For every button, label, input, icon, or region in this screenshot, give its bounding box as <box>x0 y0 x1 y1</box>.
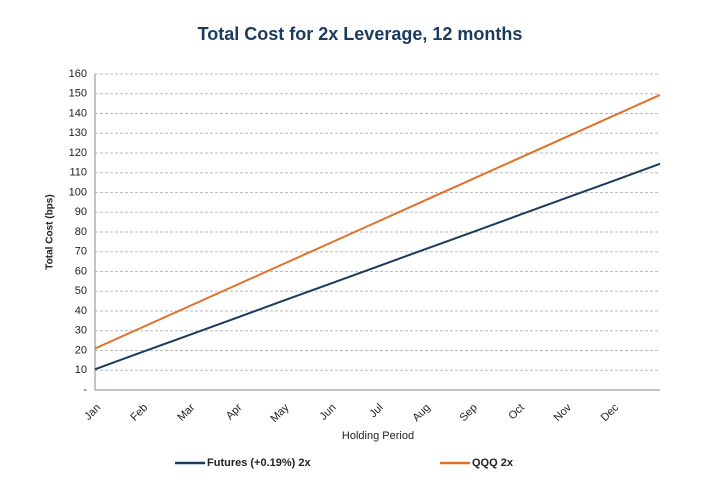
data-line <box>94 162 661 371</box>
x-tick-label: Jan <box>82 402 103 423</box>
y-tick-label: 60 <box>75 265 87 277</box>
x-tick-label: Sep <box>458 402 480 424</box>
x-tick-label: Feb <box>128 402 150 424</box>
x-tick-label: Jul <box>367 402 385 420</box>
y-tick-label: 70 <box>75 246 87 258</box>
y-tick-label: 120 <box>69 147 87 159</box>
y-axis-title: Total Cost (bps) <box>45 194 56 269</box>
y-tick-label: 160 <box>69 68 87 80</box>
chart-title: Total Cost for 2x Leverage, 12 months <box>198 24 523 44</box>
y-tick-label: - <box>83 384 87 396</box>
legend-label: Futures (+0.19%) 2x <box>207 457 312 469</box>
y-tick-label: 30 <box>75 325 87 337</box>
y-tick-label: 140 <box>69 107 87 119</box>
x-tick-label: Jun <box>318 402 339 423</box>
x-tick-label: Aug <box>410 402 432 424</box>
x-tick-label: Apr <box>224 401 245 422</box>
y-tick-label: 40 <box>75 305 87 317</box>
x-tick-label: May <box>268 401 292 425</box>
y-tick-label: 90 <box>75 206 87 218</box>
y-tick-label: 150 <box>69 88 87 100</box>
x-tick-label: Dec <box>599 401 622 424</box>
y-tick-label: 100 <box>69 186 87 198</box>
y-tick-label: 130 <box>69 127 87 139</box>
y-tick-label: 20 <box>75 344 87 356</box>
y-tick-label: 50 <box>75 285 87 297</box>
y-tick-label: 10 <box>75 364 87 376</box>
legend-label: QQQ 2x <box>472 457 514 469</box>
x-tick-label: Mar <box>175 401 197 423</box>
y-tick-label: 80 <box>75 226 87 238</box>
x-axis-title: Holding Period <box>342 430 414 442</box>
data-line <box>94 94 661 350</box>
x-tick-label: Nov <box>552 401 575 424</box>
y-tick-label: 110 <box>69 167 87 179</box>
x-tick-label: Oct <box>506 402 527 423</box>
